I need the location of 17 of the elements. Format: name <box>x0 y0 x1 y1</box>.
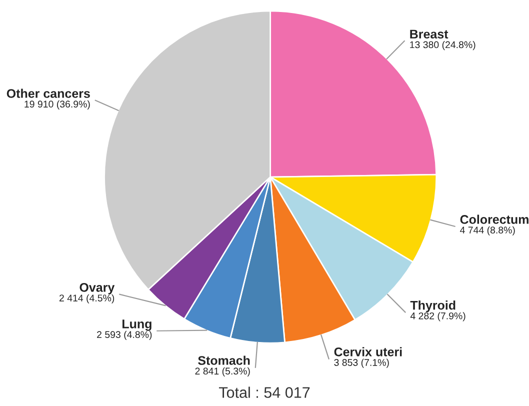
data-label: 3 853 (7.1%) <box>334 358 389 368</box>
data-label: 19 910 (36.9%) <box>24 100 90 110</box>
slice-label: Cervix uteri <box>334 347 402 356</box>
slice-label: Lung <box>122 320 152 331</box>
data-label: 2 593 (4.8%) <box>97 330 152 340</box>
slice-label: Other cancers <box>6 88 90 98</box>
slice-label: Ovary <box>80 283 115 294</box>
data-label: 2 841 (5.3%) <box>195 367 250 376</box>
slice-label: Thyroid <box>410 300 456 312</box>
slice-label: Breast <box>410 30 448 39</box>
data-label: 4 282 (7.9%) <box>410 312 466 322</box>
slice-label: Stomach <box>198 356 250 365</box>
data-label: 4 744 (8.8%) <box>460 226 515 236</box>
text: Total : 54 017 <box>218 386 310 398</box>
data-label: 2 414 (4.5%) <box>59 294 114 304</box>
data-label: 13 380 (24.8%) <box>410 41 476 50</box>
slice-label: Colorectum <box>460 214 528 224</box>
